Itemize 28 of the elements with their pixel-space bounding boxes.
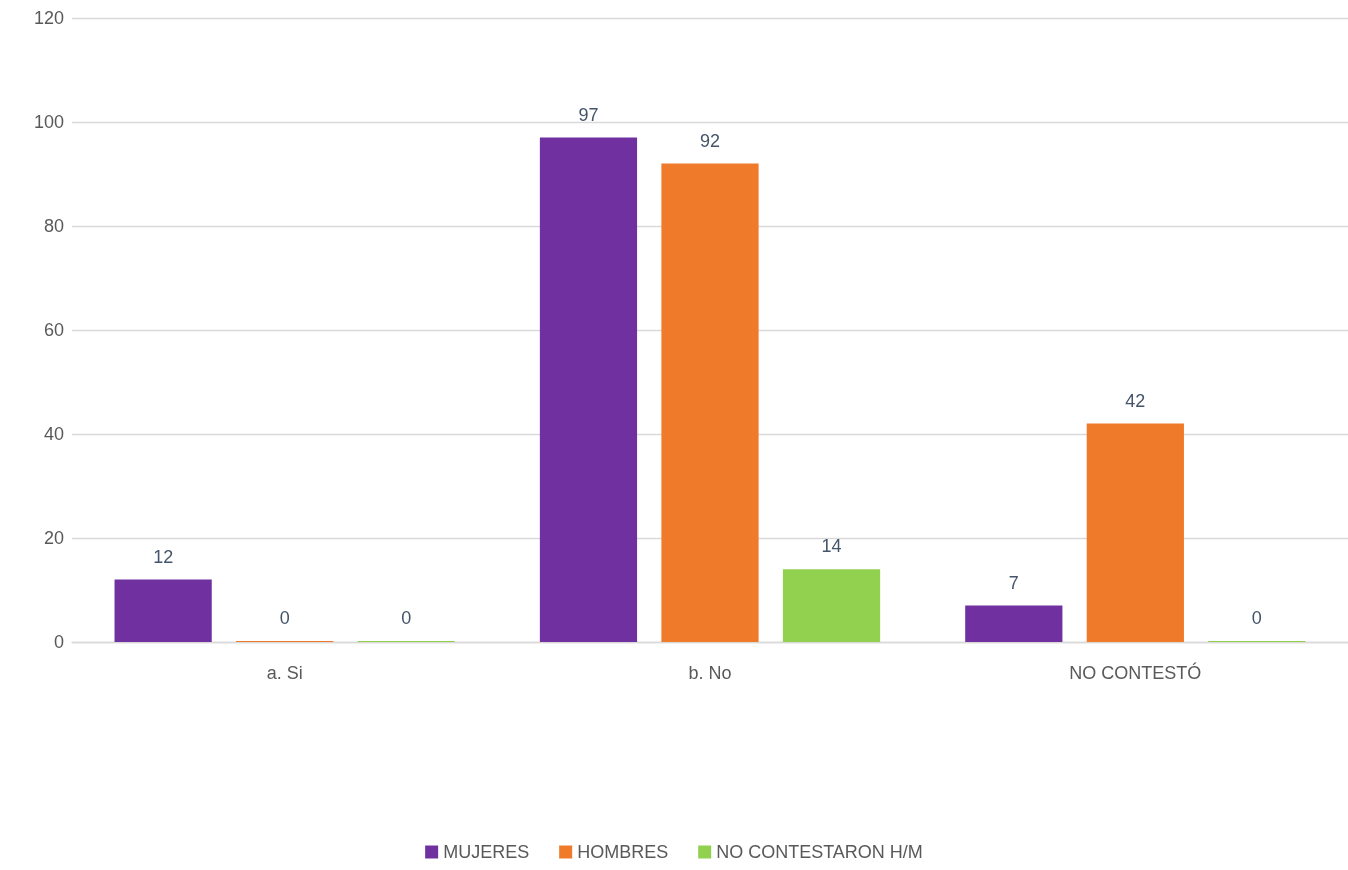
data-label: 12 (153, 546, 174, 567)
y-tick-label: 60 (43, 320, 64, 340)
y-tick-label: 40 (43, 424, 64, 444)
y-tick-label: 120 (33, 8, 64, 28)
y-tick-label: 80 (43, 216, 64, 236)
bar (782, 569, 881, 642)
bar (661, 163, 759, 642)
data-label: 92 (699, 130, 721, 151)
x-tick-label: b. No (688, 663, 732, 683)
x-tick-label: NO CONTESTÓ (1069, 662, 1202, 683)
bar (965, 605, 1063, 642)
data-label: 7 (1008, 572, 1019, 593)
data-label: 0 (401, 608, 412, 628)
data-label: 14 (821, 536, 842, 557)
y-tick-label: 100 (33, 112, 64, 132)
bar (114, 579, 212, 642)
legend-label: HOMBRES (577, 842, 669, 862)
x-tick-label: a. Si (266, 663, 303, 683)
y-tick-label: 20 (43, 528, 64, 548)
bar (1086, 423, 1184, 642)
bar (539, 137, 638, 642)
data-label: 42 (1125, 390, 1146, 411)
data-label: 0 (279, 608, 290, 628)
legend-label: NO CONTESTARON H/M (716, 842, 923, 862)
y-tick-label: 0 (53, 632, 64, 652)
data-label: 0 (1251, 608, 1262, 628)
legend-label: MUJERES (443, 842, 530, 862)
data-label: 97 (578, 104, 599, 125)
